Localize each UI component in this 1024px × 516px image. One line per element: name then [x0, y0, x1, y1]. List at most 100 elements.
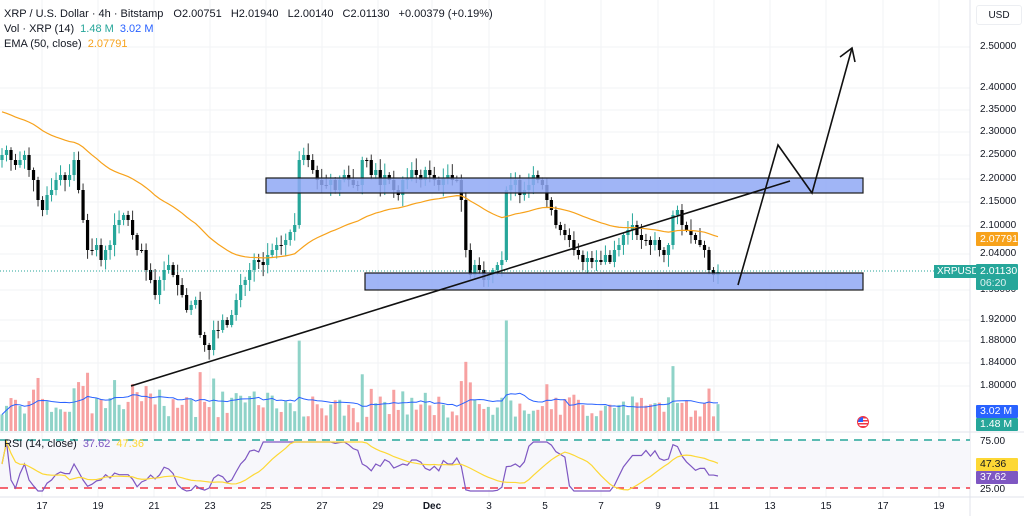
bar-countdown: 06:20: [980, 277, 1007, 289]
volume-bar: [608, 404, 612, 431]
candle-body: [572, 240, 576, 250]
candle-body: [468, 250, 472, 275]
volume-bar: [306, 416, 310, 431]
resistance-zone: [265, 177, 864, 194]
volume-ma-line: [1, 392, 719, 415]
volume-bar: [32, 389, 36, 431]
time-tick-label: 15: [820, 501, 832, 512]
candle-body: [27, 155, 31, 170]
volume-bar: [603, 405, 607, 431]
volume-bar: [612, 407, 616, 431]
candle-body: [31, 170, 36, 180]
candle-body: [126, 215, 130, 220]
volume-bar: [531, 410, 535, 431]
volume-bar: [419, 404, 423, 431]
candle-body: [58, 175, 63, 180]
volume-bar: [626, 415, 630, 431]
candle-body: [117, 220, 121, 225]
candle-body: [549, 200, 553, 210]
candle-body: [639, 235, 644, 240]
volume-bar: [171, 399, 175, 431]
candle-body: [67, 175, 72, 180]
volume-bar: [635, 402, 639, 431]
volume-bar: [689, 416, 693, 431]
candle-body: [40, 200, 45, 210]
volume-bar: [27, 401, 31, 431]
symbol-tag: XRPUSD: [934, 265, 982, 278]
candle-body: [139, 250, 144, 251]
volume-bar: [288, 403, 292, 431]
ema-value: 2.07791: [87, 38, 128, 50]
volume-bar: [594, 416, 598, 431]
volume-bar: [302, 416, 306, 431]
price-tick-label: 2.35000: [980, 104, 1017, 115]
volume-bar: [617, 404, 621, 431]
volume-bar: [459, 381, 463, 431]
time-tick-label: 25: [260, 501, 272, 512]
candle-body: [680, 210, 684, 225]
volume-bar: [356, 422, 360, 431]
volume-bar: [261, 407, 265, 431]
candle-body: [63, 175, 67, 180]
candle-body: [612, 250, 617, 262]
volume-bar: [639, 397, 643, 431]
volume-bar: [108, 398, 112, 431]
volume-bar: [95, 398, 99, 431]
volume-bar: [365, 416, 369, 431]
volume-bar: [396, 409, 400, 431]
candle-body: [675, 210, 680, 215]
rsi-legend[interactable]: RSI (14, close) 37.62 47.36: [4, 437, 147, 452]
price-tick-label: 2.40000: [980, 82, 1017, 93]
candle-body: [45, 195, 49, 210]
volume-bar: [693, 410, 697, 431]
volume-bar: [18, 406, 22, 431]
ema-price-tag: 2.07791: [976, 232, 1018, 246]
high-value: 2.01940: [238, 8, 279, 20]
symbol-title: XRP / U.S. Dollar · 4h · Bitstamp: [4, 8, 164, 20]
volume-bar: [9, 398, 13, 431]
candle-body: [221, 320, 225, 330]
volume-bar: [666, 397, 670, 431]
time-tick-label: 13: [764, 501, 776, 512]
candle-body: [581, 255, 585, 262]
volume-bar: [333, 400, 337, 431]
ema-legend[interactable]: EMA (50, close) 2.07791: [4, 37, 130, 52]
volume-bar: [270, 395, 274, 431]
candle-body: [293, 225, 297, 232]
symbol-legend: XRP / U.S. Dollar · 4h · Bitstamp O2.007…: [4, 7, 496, 22]
volume-bar: [392, 389, 396, 431]
candle-body: [261, 262, 265, 265]
candle-body: [446, 175, 450, 178]
time-tick-label: 23: [204, 501, 216, 512]
volume-bar: [225, 412, 229, 431]
volume-legend[interactable]: Vol · XRP (14) 1.48 M 3.02 M: [4, 22, 157, 37]
volume-label: Vol · XRP (14): [4, 23, 75, 35]
candle-body: [306, 155, 310, 160]
volume-bar: [207, 407, 211, 431]
candle-body: [473, 265, 477, 275]
volume-bar: [500, 397, 504, 431]
candle-body: [684, 225, 689, 230]
volume-bar: [545, 384, 549, 431]
volume-bar: [41, 398, 45, 431]
rsi-label: RSI (14, close): [4, 438, 77, 450]
candle-body: [230, 315, 234, 325]
time-tick-label: 19: [92, 501, 104, 512]
price-tick-label: 2.15000: [980, 196, 1017, 207]
currency-selector[interactable]: USD: [976, 5, 1022, 25]
us-flag-event-icon[interactable]: [857, 416, 869, 428]
candle-body: [702, 245, 707, 250]
volume-bar: [135, 392, 139, 431]
candle-body: [72, 160, 76, 175]
volume-bar: [455, 415, 459, 431]
high-label: H: [230, 8, 239, 20]
price-tick-label: 2.20000: [980, 173, 1017, 184]
volume-bar: [657, 402, 661, 431]
volume-bar: [275, 408, 279, 431]
candle-body: [689, 230, 693, 235]
volume-bar: [90, 413, 94, 431]
volume-bar: [549, 409, 553, 431]
candle-body: [410, 170, 414, 178]
price-tick-label: 1.80000: [980, 380, 1017, 391]
